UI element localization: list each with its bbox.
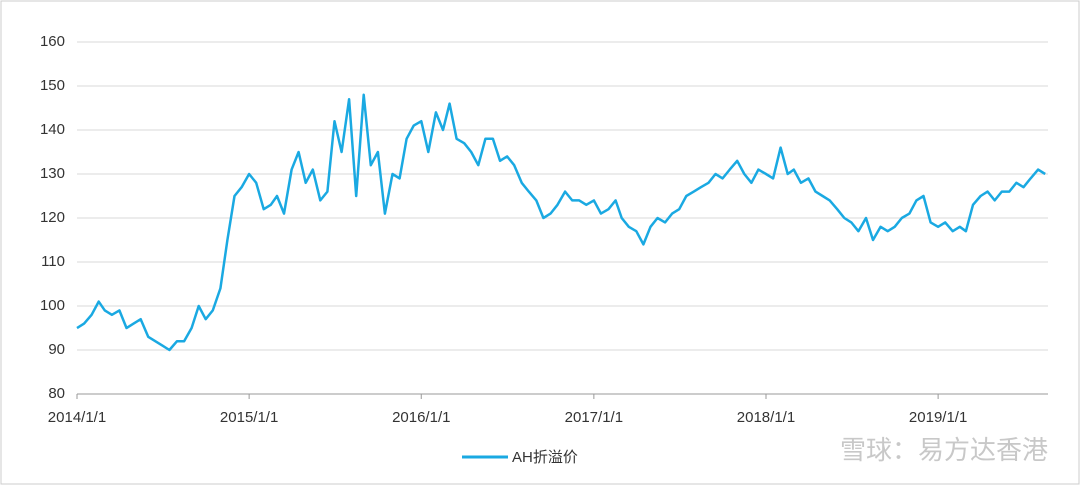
y-tick-label: 80 bbox=[48, 385, 65, 402]
x-tick-label: 2015/1/1 bbox=[220, 409, 278, 426]
legend-label: AH折溢价 bbox=[512, 449, 578, 466]
y-tick-label: 160 bbox=[40, 33, 65, 50]
y-tick-label: 90 bbox=[48, 341, 65, 358]
y-tick-label: 110 bbox=[41, 253, 65, 270]
x-tick-label: 2016/1/1 bbox=[392, 409, 450, 426]
y-tick-label: 130 bbox=[40, 165, 65, 182]
y-tick-label: 140 bbox=[40, 121, 65, 138]
x-tick-label: 2017/1/1 bbox=[565, 409, 623, 426]
y-tick-label: 150 bbox=[40, 77, 65, 94]
watermark: 雪球：易方达香港 bbox=[840, 435, 1048, 465]
line-series bbox=[76, 93, 1046, 352]
x-tick-label: 2014/1/1 bbox=[48, 409, 106, 426]
x-tick-label: 2018/1/1 bbox=[737, 409, 795, 426]
y-tick-label: 100 bbox=[40, 297, 65, 314]
x-tick-label: 2019/1/1 bbox=[909, 409, 967, 426]
y-tick-label: 120 bbox=[40, 209, 65, 226]
